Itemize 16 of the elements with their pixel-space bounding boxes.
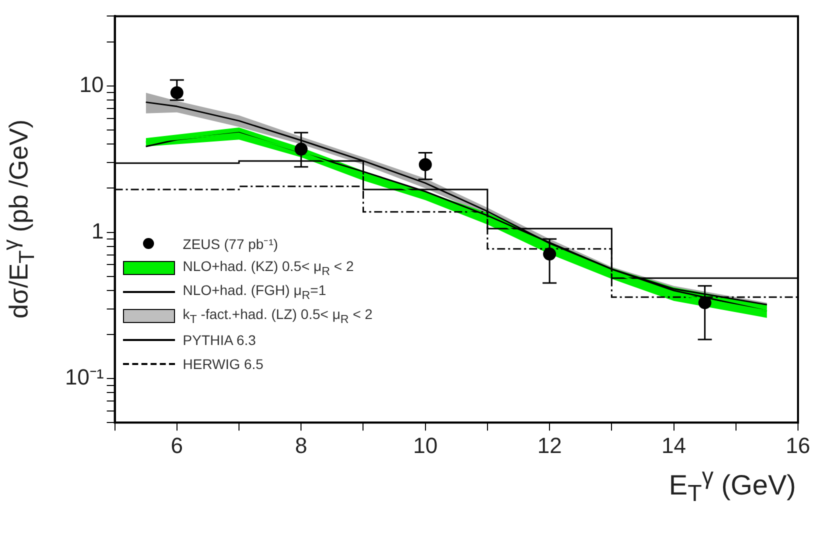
legend-label: HERWIG 6.5 [182,356,264,372]
x-tick-label: 12 [537,432,562,458]
legend-label: k$_{T}$ -fact.+had. (LZ) 0.5< μ$_{R}$ < 2 [182,306,373,326]
y-tick-label: 1 [92,218,104,244]
legend-label: NLO+had. (FGH) μ$_{R}$=1 [182,282,326,302]
legend-label: ZEUS (77 pb⁻¹) [182,235,278,254]
legend-label: PYTHIA 6.3 [182,332,256,348]
x-tick-label: 16 [786,432,810,458]
x-tick-label: 6 [170,432,184,458]
x-tick-label: 10 [413,432,438,458]
legend-label: NLO+had. (KZ) 0.5< μ$_{R}$ < 2 [182,258,354,278]
x-tick-label: 8 [295,432,308,458]
y-tick-label: 10 [79,72,104,98]
x-axis-title: E$_{T}$$^{γ}$ (GeV) [668,462,796,507]
y-tick-label: 10⁻¹ [65,364,104,390]
x-tick-label: 14 [662,432,686,458]
